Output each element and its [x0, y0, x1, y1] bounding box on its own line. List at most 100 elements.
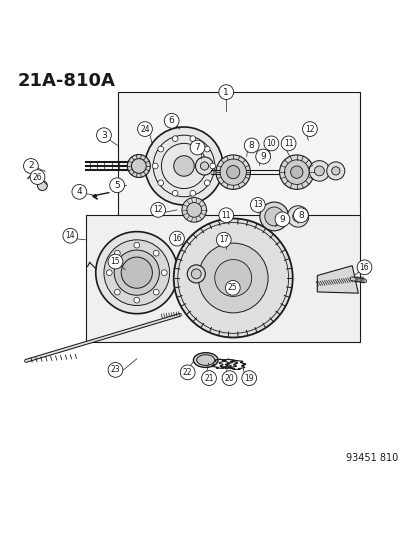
- Ellipse shape: [196, 355, 214, 366]
- Text: 2: 2: [28, 161, 34, 171]
- Circle shape: [274, 212, 289, 227]
- Text: 93451 810: 93451 810: [345, 453, 397, 463]
- Circle shape: [204, 180, 209, 185]
- Circle shape: [250, 198, 265, 212]
- Text: 13: 13: [252, 200, 262, 209]
- Circle shape: [114, 251, 120, 256]
- Ellipse shape: [127, 155, 150, 177]
- Text: 8: 8: [297, 211, 303, 220]
- Circle shape: [106, 270, 112, 276]
- Text: 17: 17: [218, 236, 228, 244]
- Ellipse shape: [279, 155, 313, 189]
- Text: 1: 1: [223, 87, 228, 96]
- Circle shape: [96, 128, 111, 143]
- Circle shape: [241, 371, 256, 385]
- Text: 16: 16: [359, 263, 368, 272]
- Text: 9: 9: [279, 215, 285, 224]
- Circle shape: [133, 243, 139, 248]
- Circle shape: [244, 138, 259, 153]
- Ellipse shape: [131, 159, 146, 173]
- Text: 8: 8: [248, 141, 254, 150]
- Circle shape: [145, 127, 223, 205]
- Circle shape: [157, 180, 163, 185]
- Text: 25: 25: [228, 284, 237, 292]
- Circle shape: [331, 167, 339, 175]
- Text: 4: 4: [76, 187, 82, 196]
- Circle shape: [172, 190, 178, 196]
- Circle shape: [218, 85, 233, 100]
- Circle shape: [137, 122, 152, 136]
- Circle shape: [180, 365, 195, 379]
- Ellipse shape: [216, 155, 250, 189]
- Text: 10: 10: [266, 139, 275, 148]
- Text: 6: 6: [169, 116, 174, 125]
- Circle shape: [63, 228, 78, 243]
- Circle shape: [108, 254, 123, 269]
- Circle shape: [24, 159, 38, 173]
- Ellipse shape: [284, 160, 309, 184]
- Circle shape: [204, 146, 209, 152]
- Circle shape: [259, 202, 288, 231]
- Circle shape: [201, 371, 216, 385]
- Text: 26: 26: [33, 173, 42, 182]
- Circle shape: [216, 232, 230, 247]
- Circle shape: [264, 207, 283, 226]
- Text: 16: 16: [172, 234, 181, 243]
- Circle shape: [356, 260, 371, 274]
- Circle shape: [287, 206, 308, 227]
- Text: 15: 15: [110, 257, 120, 266]
- Circle shape: [195, 157, 213, 175]
- Circle shape: [292, 211, 303, 222]
- Circle shape: [72, 184, 86, 199]
- Circle shape: [218, 208, 233, 223]
- Ellipse shape: [193, 353, 218, 367]
- Circle shape: [30, 169, 45, 184]
- Circle shape: [169, 231, 184, 246]
- Text: 21A-810A: 21A-810A: [18, 71, 115, 90]
- Text: 5: 5: [114, 181, 120, 190]
- Circle shape: [108, 362, 123, 377]
- Text: 21: 21: [204, 374, 213, 383]
- Circle shape: [293, 208, 308, 223]
- Circle shape: [255, 149, 270, 164]
- Circle shape: [150, 203, 165, 217]
- Text: 23: 23: [110, 366, 120, 374]
- Ellipse shape: [104, 240, 169, 305]
- Circle shape: [109, 178, 124, 192]
- Circle shape: [309, 160, 329, 181]
- Polygon shape: [118, 92, 360, 244]
- Ellipse shape: [187, 265, 205, 283]
- Circle shape: [157, 146, 163, 152]
- Ellipse shape: [186, 203, 201, 217]
- Circle shape: [114, 289, 120, 295]
- Circle shape: [209, 163, 215, 169]
- Circle shape: [38, 181, 47, 191]
- Circle shape: [173, 156, 194, 176]
- Circle shape: [161, 270, 167, 276]
- Ellipse shape: [226, 166, 239, 179]
- Ellipse shape: [214, 260, 251, 296]
- Circle shape: [190, 136, 195, 142]
- Ellipse shape: [220, 159, 246, 185]
- Text: 14: 14: [65, 231, 75, 240]
- Text: 11: 11: [221, 211, 230, 220]
- Text: 12: 12: [304, 125, 314, 134]
- Ellipse shape: [173, 219, 292, 337]
- Text: 7: 7: [194, 143, 200, 152]
- Ellipse shape: [181, 198, 206, 222]
- Circle shape: [190, 140, 204, 155]
- Polygon shape: [316, 265, 358, 293]
- Ellipse shape: [290, 166, 302, 178]
- Circle shape: [133, 297, 139, 303]
- Text: 24: 24: [140, 125, 150, 134]
- Text: 3: 3: [101, 131, 107, 140]
- Circle shape: [225, 280, 240, 295]
- Circle shape: [153, 251, 159, 256]
- Ellipse shape: [198, 243, 268, 313]
- Text: 9: 9: [260, 152, 266, 161]
- Circle shape: [314, 166, 323, 176]
- Circle shape: [153, 289, 159, 295]
- Circle shape: [190, 190, 195, 196]
- Text: 12: 12: [153, 205, 162, 214]
- Circle shape: [222, 371, 236, 385]
